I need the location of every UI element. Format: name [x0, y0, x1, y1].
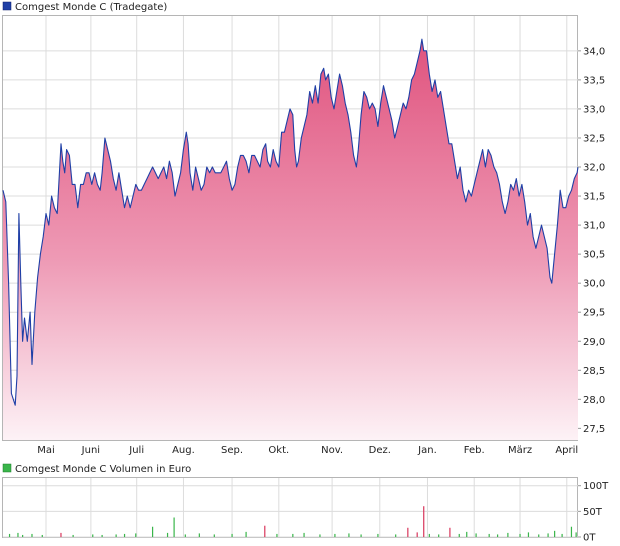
- volume-bar: [575, 532, 577, 537]
- price-y-tick-label: 31,0: [583, 221, 605, 232]
- volume-bar: [31, 533, 33, 537]
- volume-bar: [60, 532, 62, 537]
- volume-bar: [527, 532, 530, 537]
- price-legend: Comgest Monde C (Tradegate): [2, 1, 167, 13]
- volume-bar: [303, 532, 305, 537]
- price-x-tick-label: Juli: [128, 445, 144, 456]
- volume-bar: [438, 534, 440, 537]
- volume-bar: [184, 534, 186, 537]
- volume-bar: [428, 533, 430, 537]
- price-area-fill: [3, 39, 578, 440]
- price-x-tick-label: Feb.: [464, 445, 485, 456]
- volume-bar: [466, 531, 468, 537]
- volume-bar: [475, 533, 477, 537]
- price-x-tick-label: Dez.: [369, 445, 391, 456]
- volume-bar: [101, 534, 103, 537]
- price-legend-label: Comgest Monde C (Tradegate): [15, 2, 167, 13]
- price-y-axis: 27,5 28,0 28,5 29,0 29,5 30,0 30,5 31,0 31,5 32,0…: [578, 46, 605, 435]
- volume-bar: [561, 533, 563, 537]
- volume-bar: [496, 534, 499, 537]
- volume-legend: Comgest Monde C Volumen in Euro: [2, 463, 191, 475]
- volume-legend-swatch: [2, 463, 12, 473]
- price-x-tick-label: Nov.: [321, 445, 343, 456]
- volume-bar: [449, 527, 451, 537]
- price-y-tick-label: 28,5: [583, 366, 605, 377]
- volume-bar: [231, 533, 233, 537]
- volume-bar: [8, 533, 11, 537]
- volume-bar: [458, 533, 460, 537]
- price-x-tick-label: Okt.: [268, 445, 289, 456]
- price-y-tick-label: 32,5: [583, 133, 605, 144]
- price-legend-swatch: [2, 1, 12, 11]
- volume-bar: [519, 533, 521, 537]
- volume-bar: [570, 526, 573, 537]
- volume-bar: [264, 525, 266, 537]
- price-y-tick-label: 32,0: [583, 163, 605, 174]
- volume-bar: [166, 532, 169, 537]
- price-y-tick-label: 33,5: [583, 75, 605, 86]
- price-y-tick-label: 29,5: [583, 308, 605, 319]
- price-x-tick-label: Mai: [37, 445, 55, 456]
- price-y-tick-label: 30,0: [583, 279, 605, 290]
- volume-bar: [547, 533, 549, 537]
- price-x-axis: Mai Juni Juli Aug. Sep. Okt. Nov. Dez. Jan. Feb. M…: [37, 445, 578, 456]
- price-y-tick-label: 31,5: [583, 192, 605, 203]
- volume-y-tick-label: 0T: [583, 533, 596, 544]
- price-area: [2, 38, 579, 440]
- volume-bar: [292, 533, 294, 537]
- volume-bar: [198, 533, 200, 537]
- volume-y-tick-label: 50T: [583, 507, 603, 518]
- volume-bar: [360, 534, 362, 537]
- price-y-tick-label: 27,5: [583, 424, 605, 435]
- price-y-tick-label: 30,5: [583, 250, 605, 261]
- volume-bar: [17, 532, 19, 537]
- volume-y-tick-label: 100T: [583, 481, 609, 492]
- volume-bar: [123, 533, 126, 537]
- volume-bar: [538, 534, 540, 537]
- volume-bar: [41, 534, 43, 537]
- volume-bar: [213, 534, 215, 537]
- volume-bar: [319, 534, 321, 537]
- volume-bar: [395, 534, 397, 537]
- volume-bar: [507, 532, 509, 537]
- volume-bar: [416, 532, 418, 537]
- volume-bar: [348, 533, 350, 537]
- volume-bar: [423, 506, 425, 537]
- price-y-tick-label: 34,0: [583, 46, 605, 57]
- volume-bar: [151, 526, 154, 537]
- volume-bars: [8, 506, 577, 537]
- price-x-tick-label: April: [555, 445, 578, 456]
- price-x-tick-label: März: [508, 445, 532, 456]
- volume-bar: [135, 533, 137, 537]
- volume-y-axis: 100T 50T 0T: [578, 481, 609, 544]
- volume-bar: [22, 534, 24, 537]
- volume-bar: [488, 533, 490, 537]
- price-x-tick-label: Jan.: [417, 445, 437, 456]
- volume-grid: [3, 478, 578, 538]
- volume-bar: [92, 534, 94, 537]
- volume-bar: [115, 534, 117, 537]
- volume-bar: [72, 534, 74, 537]
- price-y-tick-label: 29,0: [583, 337, 605, 348]
- volume-bar: [554, 530, 556, 537]
- price-x-tick-label: Sep.: [221, 445, 243, 456]
- volume-bar: [377, 533, 379, 537]
- price-x-tick-label: Aug.: [172, 445, 195, 456]
- price-y-tick-label: 33,0: [583, 104, 605, 115]
- volume-bar: [334, 533, 336, 537]
- volume-bar: [407, 527, 409, 537]
- price-y-tick-label: 28,0: [583, 395, 605, 406]
- price-x-tick-label: Juni: [81, 445, 100, 456]
- volume-bar: [276, 533, 278, 537]
- volume-bar: [173, 517, 175, 537]
- volume-legend-label: Comgest Monde C Volumen in Euro: [15, 464, 191, 475]
- price-line: [2, 38, 579, 406]
- volume-plot-frame: [2, 477, 578, 538]
- volume-bar: [245, 531, 247, 537]
